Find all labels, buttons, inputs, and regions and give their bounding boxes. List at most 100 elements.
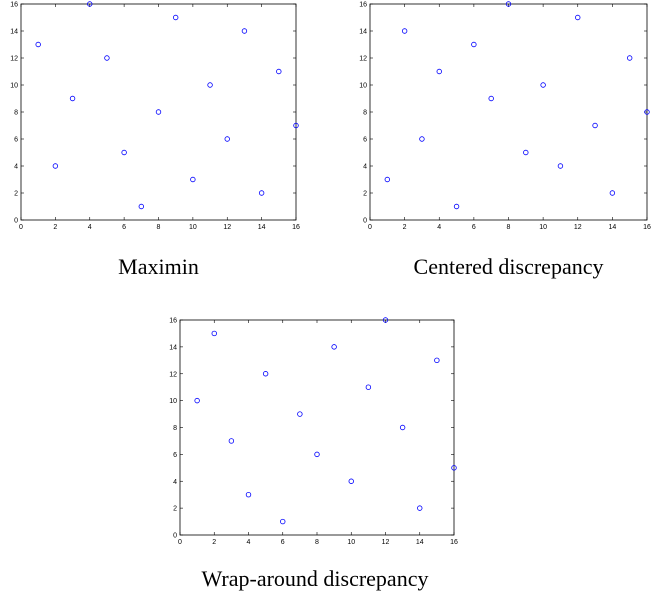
x-tick-label: 14 bbox=[608, 224, 616, 231]
data-point bbox=[382, 317, 389, 323]
data-point bbox=[87, 1, 93, 7]
data-point bbox=[245, 491, 252, 498]
y-tick-label: 12 bbox=[10, 56, 18, 63]
data-point bbox=[609, 190, 616, 196]
y-tick-label: 16 bbox=[359, 2, 367, 9]
x-tick-label: 8 bbox=[157, 224, 161, 231]
x-tick-label: 4 bbox=[437, 224, 441, 231]
chart-maximin: 0 2 4 6 8 10 12 14 16 0 2 4 6 8 10 12 14 16 Maximin bbox=[0, 0, 320, 300]
x-tick-label: 10 bbox=[347, 539, 355, 546]
data-point bbox=[228, 438, 235, 444]
y-tick-label: 12 bbox=[359, 56, 367, 63]
x-tick-label: 6 bbox=[281, 539, 285, 546]
y-tick-label: 6 bbox=[14, 137, 18, 144]
y-tick-label: 16 bbox=[10, 2, 18, 9]
x-tick-label: 8 bbox=[507, 224, 511, 231]
data-point bbox=[172, 14, 179, 21]
data-point bbox=[314, 451, 320, 458]
data-point bbox=[417, 505, 423, 511]
data-point bbox=[104, 55, 110, 61]
y-tick-label: 14 bbox=[10, 29, 18, 36]
y-tick-label: 10 bbox=[169, 398, 177, 405]
y-tick-label: 0 bbox=[363, 218, 367, 225]
y-tick-label: 14 bbox=[169, 344, 177, 351]
y-tick-label: 12 bbox=[169, 371, 177, 378]
data-point bbox=[194, 397, 200, 404]
data-point bbox=[523, 149, 529, 156]
y-tick-label: 14 bbox=[359, 29, 367, 36]
data-point bbox=[190, 176, 196, 183]
y-tick-label: 16 bbox=[169, 318, 177, 325]
x-tick-label: 4 bbox=[88, 224, 92, 231]
x-tick-label: 16 bbox=[292, 224, 300, 231]
y-tick-label: 10 bbox=[359, 83, 367, 90]
data-point bbox=[155, 109, 162, 115]
caption-wrap-around-discrepancy: Wrap-around discrepancy bbox=[201, 566, 429, 591]
data-point bbox=[434, 357, 440, 364]
x-tick-label: 2 bbox=[212, 539, 216, 546]
y-tick-label: 4 bbox=[173, 479, 177, 486]
y-tick-label: 8 bbox=[363, 110, 367, 117]
x-tick-label: 0 bbox=[178, 539, 182, 546]
data-point bbox=[276, 68, 282, 75]
data-point bbox=[505, 1, 512, 7]
data-point bbox=[453, 203, 460, 210]
x-tick-label: 6 bbox=[472, 224, 476, 231]
x-tick-label: 12 bbox=[382, 539, 390, 546]
data-point bbox=[224, 136, 230, 142]
data-point bbox=[365, 384, 372, 390]
y-tick-label: 6 bbox=[363, 137, 367, 144]
x-tick-label: 10 bbox=[189, 224, 197, 231]
y-tick-label: 10 bbox=[10, 83, 18, 90]
data-point bbox=[399, 424, 406, 431]
data-point bbox=[121, 149, 127, 156]
data-point bbox=[207, 82, 213, 88]
caption-centered-discrepancy: Centered discrepancy bbox=[413, 254, 604, 279]
x-tick-label: 10 bbox=[539, 224, 547, 231]
data-point bbox=[557, 163, 564, 169]
data-point bbox=[575, 14, 581, 21]
data-point bbox=[592, 122, 598, 129]
data-point bbox=[138, 203, 145, 210]
data-point bbox=[258, 190, 265, 196]
data-point bbox=[262, 371, 269, 377]
data-point bbox=[419, 136, 425, 142]
scatter-plot-maximin: 0 2 4 6 8 10 12 14 16 0 2 4 6 8 10 12 14 16 bbox=[10, 1, 300, 231]
plot-frame bbox=[20, 3, 297, 221]
y-tick-label: 6 bbox=[173, 452, 177, 459]
x-tick-label: 14 bbox=[416, 539, 424, 546]
data-point bbox=[241, 28, 248, 34]
data-point bbox=[280, 518, 286, 525]
data-point bbox=[297, 411, 303, 417]
data-point bbox=[35, 41, 41, 48]
x-tick-label: 16 bbox=[450, 539, 458, 546]
caption-maximin: Maximin bbox=[118, 254, 199, 279]
y-tick-label: 8 bbox=[173, 425, 177, 432]
y-tick-label: 2 bbox=[363, 191, 367, 198]
chart-centered-discrepancy: 0 2 4 6 8 10 12 14 16 0 2 4 6 8 10 12 14 16 Centered disc… bbox=[340, 0, 672, 300]
data-point bbox=[644, 109, 650, 115]
scatter-plot-wrap-around-discrepancy: 0 2 4 6 8 10 12 14 16 0 2 4 6 8 10 12 14 16 bbox=[169, 317, 458, 546]
data-point bbox=[488, 95, 494, 102]
x-tick-label: 12 bbox=[223, 224, 231, 231]
data-point bbox=[52, 163, 59, 169]
x-tick-label: 14 bbox=[258, 224, 266, 231]
x-tick-label: 0 bbox=[368, 224, 372, 231]
data-point bbox=[211, 330, 217, 337]
x-tick-label: 16 bbox=[643, 224, 651, 231]
x-tick-label: 2 bbox=[53, 224, 57, 231]
y-tick-label: 2 bbox=[173, 506, 177, 513]
y-tick-label: 8 bbox=[14, 110, 18, 117]
plot-frame bbox=[369, 3, 648, 221]
x-tick-label: 2 bbox=[403, 224, 407, 231]
y-tick-label: 2 bbox=[14, 191, 18, 198]
y-tick-label: 4 bbox=[363, 164, 367, 171]
data-point bbox=[331, 344, 337, 350]
x-tick-label: 8 bbox=[315, 539, 319, 546]
plot-frame bbox=[179, 319, 455, 536]
x-tick-label: 0 bbox=[19, 224, 23, 231]
data-point bbox=[293, 122, 299, 129]
data-point bbox=[540, 82, 546, 88]
data-point bbox=[401, 28, 408, 34]
data-point bbox=[451, 465, 457, 471]
